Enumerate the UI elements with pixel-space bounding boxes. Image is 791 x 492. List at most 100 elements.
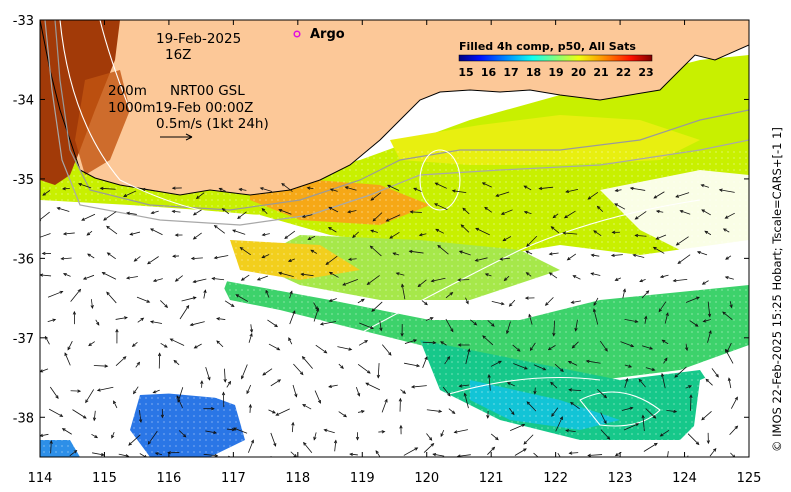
current-vector <box>675 236 689 246</box>
current-vector <box>448 408 456 415</box>
colorbar-label: 19 <box>548 66 563 79</box>
current-vector <box>624 377 629 388</box>
current-vector <box>313 307 320 322</box>
current-vector <box>610 253 623 258</box>
current-vector <box>287 258 296 262</box>
ssh-contour-5 <box>579 391 661 427</box>
current-vector <box>221 207 230 215</box>
current-vector <box>574 319 578 332</box>
current-vector <box>371 301 383 312</box>
current-vector <box>569 401 580 410</box>
current-vector <box>410 385 427 389</box>
current-vector <box>235 294 249 302</box>
current-vector <box>705 378 713 386</box>
current-vector <box>47 290 64 298</box>
current-vector <box>434 203 448 211</box>
current-vector <box>101 272 117 280</box>
current-vector <box>262 368 273 376</box>
current-vector <box>337 346 353 351</box>
current-vector <box>404 339 418 344</box>
current-vector <box>240 274 250 281</box>
current-vector <box>167 451 180 455</box>
current-vector <box>641 345 654 350</box>
current-vector <box>292 384 298 398</box>
current-vector <box>87 253 95 259</box>
current-vector <box>288 337 293 345</box>
current-vector <box>226 380 232 388</box>
current-vector <box>523 185 532 191</box>
current-vector-field <box>40 182 739 457</box>
current-vector <box>509 407 515 416</box>
current-vector <box>533 387 537 395</box>
ssh-contour-eddy <box>419 149 461 211</box>
current-vector <box>634 211 647 220</box>
current-vector <box>267 319 279 328</box>
current-vector <box>172 254 180 258</box>
x-tick-label: 119 <box>350 471 375 486</box>
current-vector <box>314 390 321 404</box>
current-vector <box>413 187 422 192</box>
current-vector <box>590 253 600 257</box>
current-vector <box>378 430 386 434</box>
current-vector <box>88 341 95 347</box>
current-vector <box>270 379 282 387</box>
current-vector <box>487 446 496 455</box>
current-vector <box>126 276 138 280</box>
ssh-contour-2 <box>99 20 131 111</box>
current-vector <box>352 231 359 239</box>
current-vector <box>319 321 337 326</box>
current-vector <box>70 389 82 393</box>
current-vector <box>463 392 469 409</box>
current-vector <box>465 297 469 305</box>
current-vector <box>484 206 493 213</box>
current-vector <box>389 231 400 239</box>
current-vector <box>440 341 447 346</box>
current-vector <box>718 188 735 193</box>
current-vector <box>632 253 645 258</box>
current-vector <box>93 364 109 368</box>
y-tick-label: -33 <box>13 14 34 29</box>
current-vector <box>597 389 608 399</box>
current-vector <box>115 356 127 366</box>
current-vector <box>44 335 50 345</box>
current-vector <box>347 257 357 261</box>
current-vector <box>359 322 374 330</box>
current-vector <box>192 209 202 216</box>
current-vector <box>213 224 226 234</box>
current-vector <box>333 439 338 452</box>
current-vector <box>685 343 689 352</box>
current-vector <box>160 409 165 419</box>
current-vector <box>525 272 532 277</box>
colorbar-label: 21 <box>593 66 608 79</box>
current-vector <box>600 412 607 425</box>
current-vector <box>512 344 521 352</box>
argo-float-marker <box>293 30 301 38</box>
current-vector <box>707 330 712 343</box>
current-vector <box>487 373 491 391</box>
current-vector <box>115 316 128 320</box>
current-vector <box>192 278 207 284</box>
current-vector <box>629 186 646 191</box>
current-vector <box>60 256 72 261</box>
current-vector <box>315 344 328 354</box>
current-vector <box>355 432 360 441</box>
current-vector <box>261 208 268 215</box>
current-vector <box>614 277 622 281</box>
current-vector <box>457 278 470 282</box>
current-vector <box>178 430 187 438</box>
current-vector <box>500 209 513 215</box>
current-vector <box>375 450 381 457</box>
current-vector <box>724 212 735 219</box>
current-vector <box>659 274 669 279</box>
current-vector <box>216 317 226 321</box>
x-axis: 114 115 116 117 118 119 120 121 122 123 124 125 <box>28 20 761 486</box>
current-vector <box>550 226 560 234</box>
plot-frame <box>39 19 750 458</box>
current-vector <box>685 296 700 303</box>
current-vector <box>506 321 511 335</box>
current-vector <box>658 301 667 313</box>
current-vector <box>270 432 277 447</box>
current-vector <box>328 384 338 388</box>
current-vector <box>702 319 711 323</box>
current-vector <box>213 255 229 260</box>
